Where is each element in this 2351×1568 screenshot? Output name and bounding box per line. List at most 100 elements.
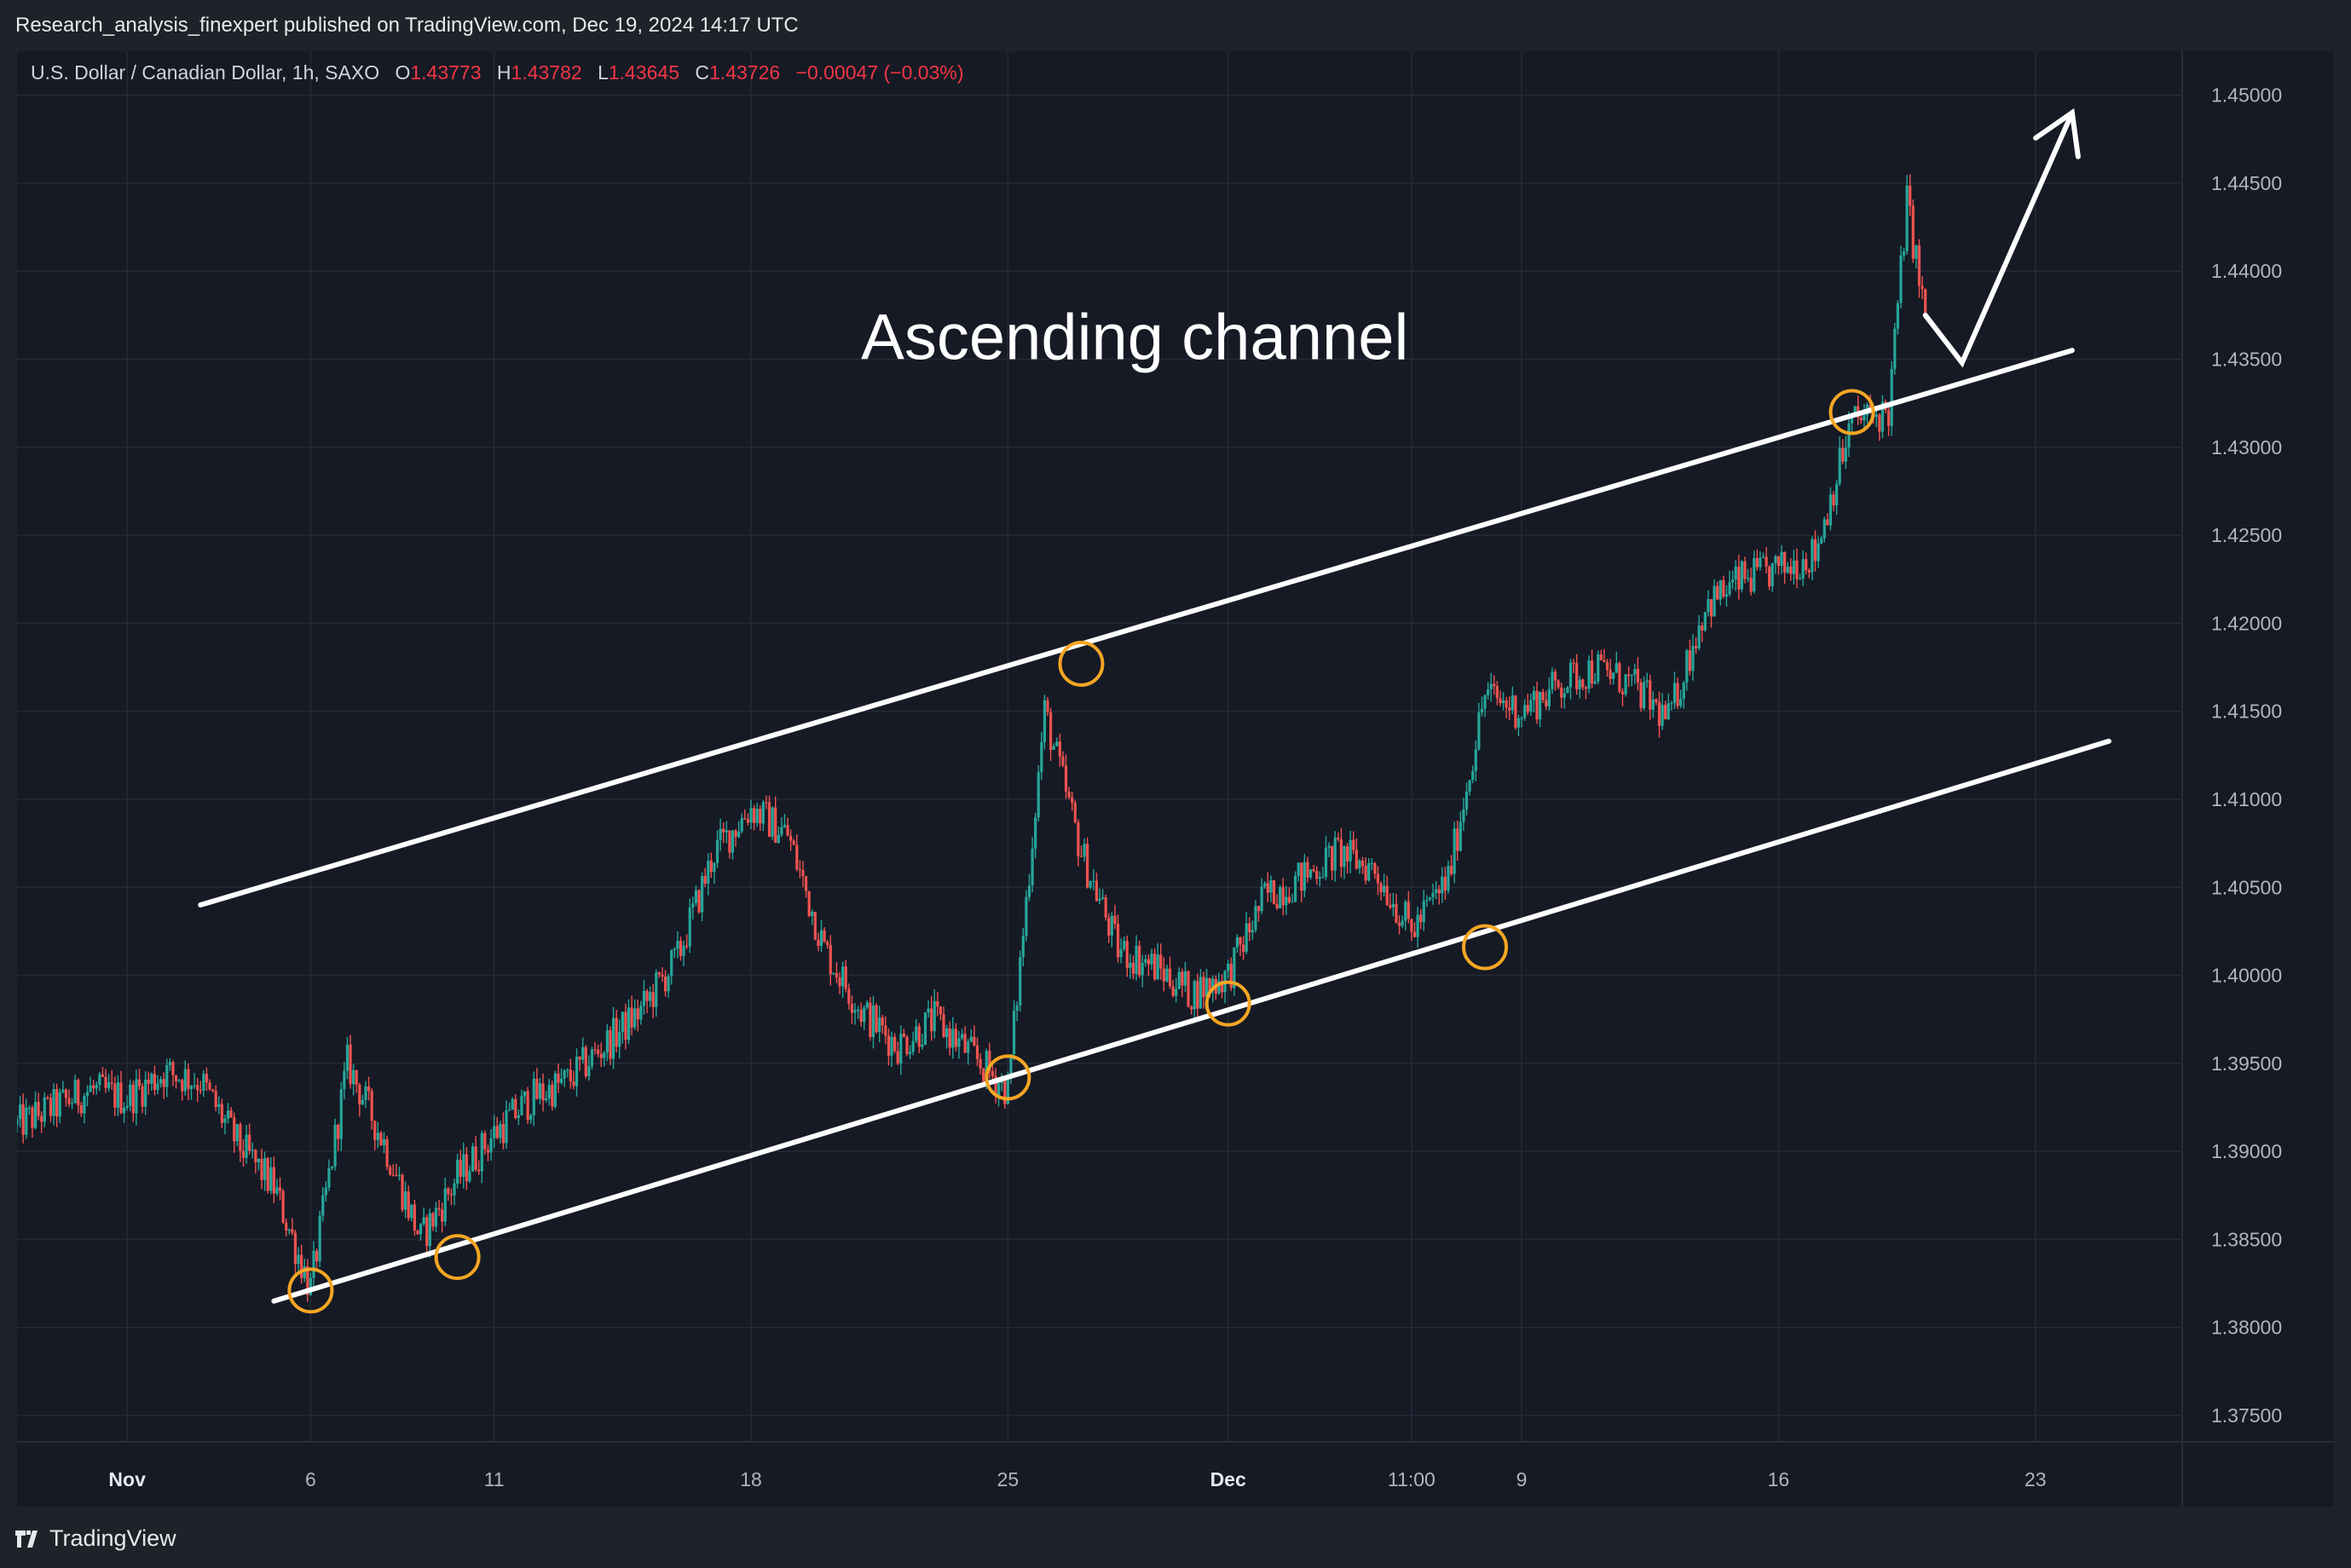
candle-body bbox=[401, 1174, 404, 1210]
candle-body bbox=[743, 818, 747, 820]
high-label: H bbox=[496, 61, 511, 84]
touch-point-marker[interactable] bbox=[287, 1267, 334, 1314]
candle-body bbox=[1373, 862, 1377, 874]
candle-body bbox=[1177, 971, 1181, 989]
touch-point-marker[interactable] bbox=[1462, 924, 1509, 971]
candle-body bbox=[1499, 698, 1502, 704]
candle-body bbox=[618, 1031, 621, 1047]
candle-body bbox=[27, 1107, 31, 1110]
candle-body bbox=[636, 1008, 639, 1020]
candle-body bbox=[639, 1006, 643, 1020]
candle-body bbox=[1034, 817, 1037, 849]
candle-body bbox=[1603, 660, 1606, 662]
candle-body bbox=[1501, 700, 1505, 704]
candle-body bbox=[1110, 915, 1113, 936]
candle-body bbox=[456, 1160, 459, 1184]
candle-body bbox=[1863, 415, 1866, 421]
price-tick-label: 1.43000 bbox=[2211, 436, 2282, 458]
touch-point-marker[interactable] bbox=[1204, 980, 1251, 1027]
touch-point-marker[interactable] bbox=[1058, 640, 1105, 687]
candle-body bbox=[1893, 328, 1897, 370]
channel-line-lower[interactable] bbox=[271, 738, 2111, 1304]
candle-body bbox=[263, 1158, 267, 1180]
candle-body bbox=[125, 1105, 129, 1108]
candle-body bbox=[410, 1204, 413, 1219]
candle-body bbox=[1597, 654, 1600, 682]
candle-body bbox=[1395, 903, 1398, 923]
candle-body bbox=[208, 1082, 211, 1090]
candle-body bbox=[1462, 809, 1465, 822]
candle-body bbox=[899, 1033, 903, 1064]
high-value: 1.43782 bbox=[511, 61, 582, 84]
candle-body bbox=[1774, 556, 1777, 563]
candle-body bbox=[1266, 883, 1269, 893]
candle-body bbox=[474, 1146, 477, 1170]
candle-body bbox=[181, 1080, 184, 1092]
annotation-ascending-channel[interactable]: Ascending channel bbox=[861, 302, 1408, 374]
candle-body bbox=[116, 1082, 119, 1108]
candle-body bbox=[1541, 692, 1545, 700]
price-chart[interactable]: 1.45000 1.44500 1.44000 1.43500 1.43000 1.425… bbox=[17, 51, 2334, 1507]
candle-body bbox=[1260, 886, 1263, 912]
candle-body bbox=[563, 1070, 566, 1079]
candle-body bbox=[1251, 930, 1254, 933]
candle-body bbox=[291, 1229, 294, 1233]
candle-body bbox=[927, 1008, 930, 1013]
candle-body bbox=[272, 1167, 275, 1194]
candle-body bbox=[1441, 876, 1444, 894]
candle-body bbox=[535, 1078, 539, 1099]
candle-body bbox=[144, 1079, 147, 1107]
chart-panel[interactable]: 1.45000 1.44500 1.44000 1.43500 1.43000 1.425… bbox=[17, 51, 2334, 1507]
candle-body bbox=[119, 1082, 123, 1114]
candle-body bbox=[1119, 948, 1123, 958]
candle-body bbox=[908, 1052, 912, 1054]
time-tick-label: 11 bbox=[484, 1468, 505, 1490]
candle-body bbox=[31, 1107, 34, 1128]
candle-body bbox=[1749, 577, 1753, 592]
candle-body bbox=[1425, 899, 1429, 902]
candle-body bbox=[453, 1183, 456, 1196]
candle-body bbox=[593, 1049, 597, 1051]
candle-body bbox=[1138, 945, 1141, 976]
candle-body bbox=[137, 1079, 142, 1087]
candle-body bbox=[1349, 839, 1352, 862]
candle-body bbox=[434, 1208, 438, 1227]
candle-body bbox=[1551, 672, 1554, 689]
time-tick-label: Dec bbox=[1210, 1468, 1246, 1490]
candle-body bbox=[1300, 862, 1303, 891]
candle-body bbox=[1079, 856, 1083, 857]
candle-body bbox=[1324, 847, 1328, 878]
candle-body bbox=[1694, 646, 1698, 649]
touch-point-marker[interactable] bbox=[434, 1234, 481, 1281]
candle-body bbox=[1505, 700, 1508, 708]
candle-body bbox=[753, 808, 756, 823]
candle-body bbox=[1419, 914, 1423, 923]
candle-body bbox=[1152, 954, 1157, 979]
candle-body bbox=[1822, 519, 1826, 539]
candle-body bbox=[1193, 981, 1196, 1010]
candle-body bbox=[1321, 877, 1325, 879]
projection-arrow[interactable] bbox=[1922, 110, 2075, 368]
candle-body bbox=[220, 1104, 223, 1123]
touch-point-marker[interactable] bbox=[1828, 389, 1875, 435]
candle-body bbox=[275, 1187, 279, 1194]
channel-line-upper[interactable] bbox=[198, 348, 2075, 908]
candle-body bbox=[1874, 414, 1878, 418]
candle-body bbox=[707, 860, 710, 884]
candle-body bbox=[1847, 423, 1851, 448]
candle-body bbox=[1071, 797, 1074, 804]
candle-body bbox=[1724, 594, 1729, 597]
candle-body bbox=[449, 1194, 453, 1196]
candle-body bbox=[1391, 903, 1395, 908]
candle-body bbox=[1453, 828, 1456, 874]
candle-body bbox=[771, 807, 774, 837]
touch-point-marker[interactable] bbox=[985, 1054, 1031, 1101]
candle-body bbox=[107, 1082, 111, 1088]
candle-body bbox=[1468, 780, 1471, 792]
candle-body bbox=[135, 1079, 138, 1114]
tradingview-logo[interactable]: TradingView bbox=[15, 1525, 176, 1552]
candle-body bbox=[1456, 828, 1459, 851]
candle-body bbox=[1131, 962, 1135, 974]
candle-body bbox=[1859, 418, 1863, 421]
candle-body bbox=[1379, 883, 1383, 892]
